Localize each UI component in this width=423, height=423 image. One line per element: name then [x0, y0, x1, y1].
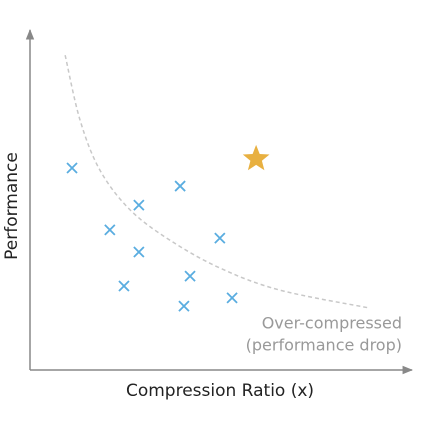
point: [133, 246, 145, 258]
highlight-star: [242, 144, 270, 171]
point: [118, 280, 130, 292]
point: [226, 292, 238, 304]
point: [174, 180, 186, 192]
point: [66, 162, 78, 174]
point: [178, 300, 190, 312]
point: [184, 270, 196, 282]
annotation: (performance drop): [246, 336, 402, 355]
y-axis-label: Performance: [2, 152, 22, 260]
point: [104, 224, 116, 236]
trend-curve: [64, 54, 371, 309]
point: [214, 232, 226, 244]
annotation: Over-compressed: [262, 314, 402, 333]
point: [133, 199, 145, 211]
x-axis-label: Compression Ratio (x): [126, 381, 314, 401]
